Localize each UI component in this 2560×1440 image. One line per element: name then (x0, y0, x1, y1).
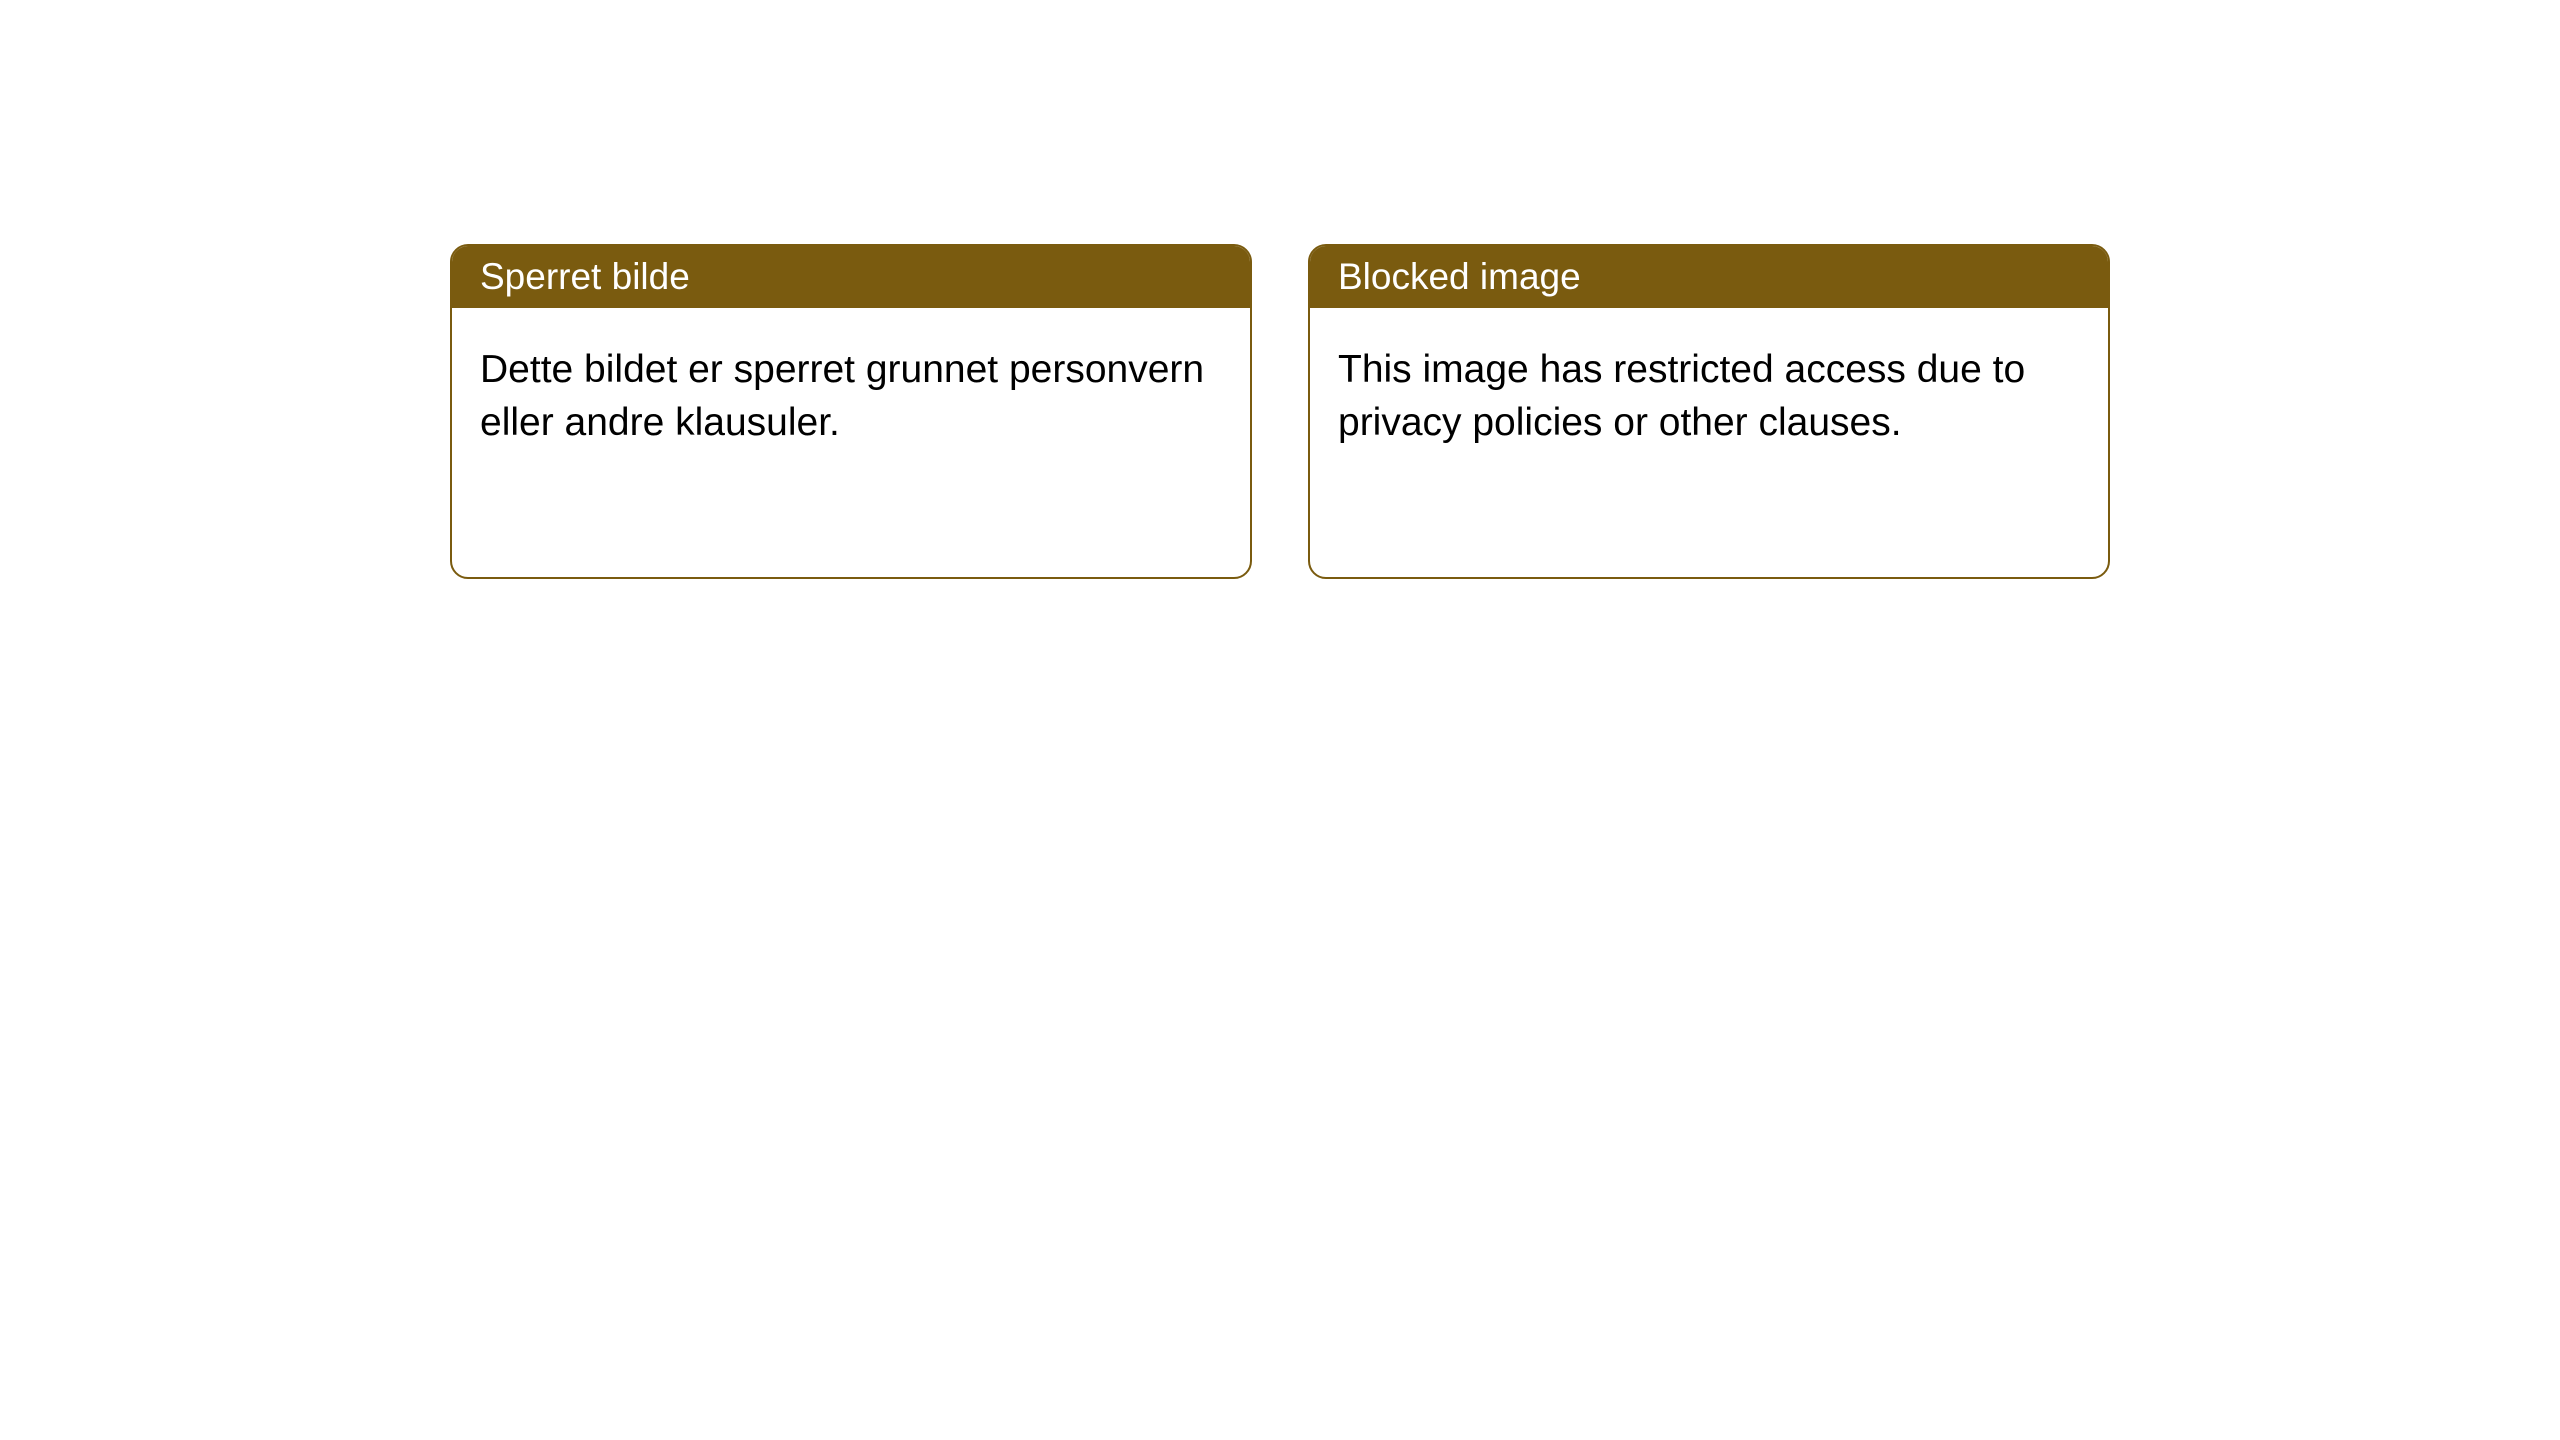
card-header-norwegian: Sperret bilde (452, 246, 1250, 308)
card-title-english: Blocked image (1338, 256, 1581, 297)
card-text-norwegian: Dette bildet er sperret grunnet personve… (480, 348, 1204, 444)
card-norwegian: Sperret bilde Dette bildet er sperret gr… (450, 244, 1252, 579)
card-title-norwegian: Sperret bilde (480, 256, 690, 297)
card-english: Blocked image This image has restricted … (1308, 244, 2110, 579)
card-body-english: This image has restricted access due to … (1310, 308, 2108, 485)
card-body-norwegian: Dette bildet er sperret grunnet personve… (452, 308, 1250, 485)
cards-container: Sperret bilde Dette bildet er sperret gr… (450, 244, 2110, 579)
card-text-english: This image has restricted access due to … (1338, 348, 2025, 444)
card-header-english: Blocked image (1310, 246, 2108, 308)
